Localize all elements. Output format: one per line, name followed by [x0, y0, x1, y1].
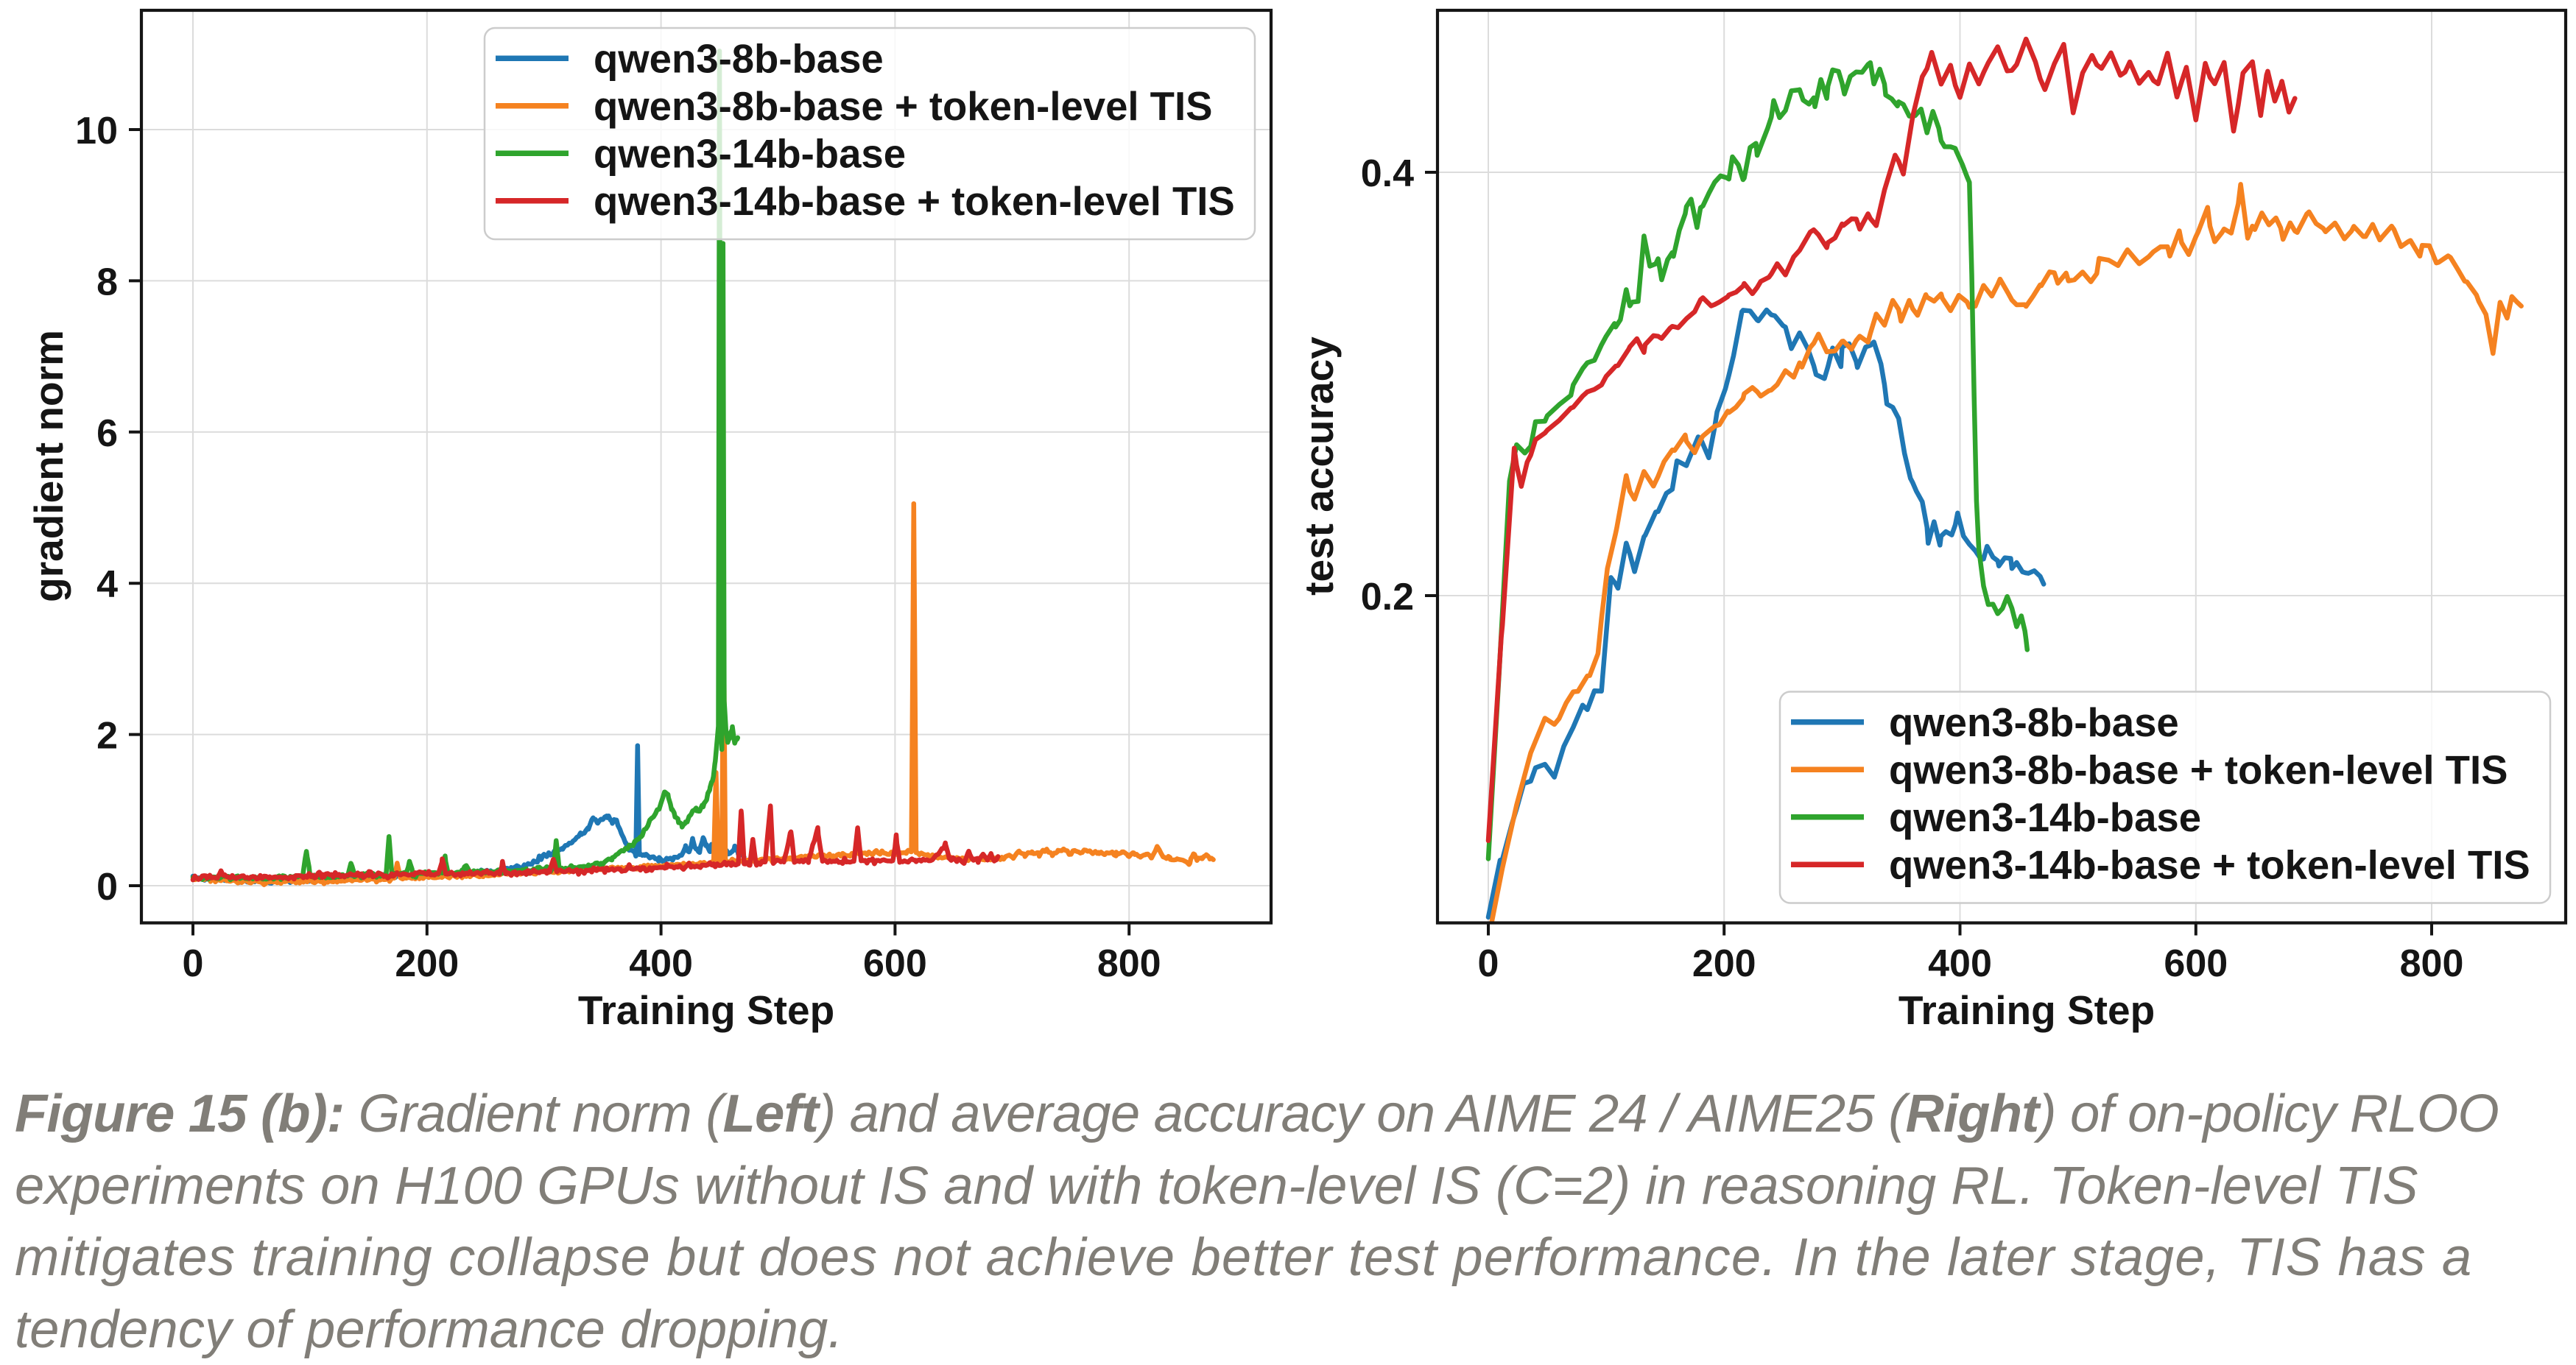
- svg-text:0.4: 0.4: [1361, 152, 1414, 195]
- svg-text:qwen3-14b-base: qwen3-14b-base: [1889, 795, 2201, 840]
- svg-text:8: 8: [96, 261, 118, 303]
- svg-text:gradient norm: gradient norm: [26, 330, 71, 602]
- svg-text:6: 6: [96, 412, 118, 455]
- svg-text:0: 0: [1478, 942, 1499, 985]
- svg-text:qwen3-8b-base + token-level TI: qwen3-8b-base + token-level TIS: [1889, 748, 2508, 793]
- svg-text:Training Step: Training Step: [1898, 987, 2155, 1033]
- svg-text:qwen3-8b-base: qwen3-8b-base: [1889, 700, 2179, 745]
- svg-text:0: 0: [96, 866, 118, 909]
- svg-text:600: 600: [863, 942, 927, 985]
- svg-text:600: 600: [2164, 942, 2228, 985]
- svg-text:10: 10: [75, 110, 118, 152]
- svg-text:test accuracy: test accuracy: [1296, 336, 1342, 596]
- svg-text:qwen3-14b-base: qwen3-14b-base: [594, 132, 906, 177]
- svg-text:2: 2: [96, 715, 118, 758]
- svg-text:400: 400: [1928, 942, 1992, 985]
- svg-text:200: 200: [395, 942, 459, 985]
- svg-text:qwen3-8b-base + token-level TI: qwen3-8b-base + token-level TIS: [594, 84, 1212, 129]
- svg-text:qwen3-14b-base + token-level T: qwen3-14b-base + token-level TIS: [1889, 843, 2530, 888]
- svg-text:0.2: 0.2: [1361, 576, 1414, 618]
- svg-text:200: 200: [1692, 942, 1756, 985]
- svg-text:400: 400: [629, 942, 693, 985]
- svg-text:800: 800: [2400, 942, 2464, 985]
- svg-text:800: 800: [1097, 942, 1161, 985]
- svg-text:4: 4: [96, 563, 118, 606]
- svg-text:0: 0: [183, 942, 204, 985]
- svg-text:qwen3-8b-base: qwen3-8b-base: [594, 37, 884, 82]
- svg-text:Training Step: Training Step: [578, 987, 834, 1033]
- svg-text:qwen3-14b-base + token-level T: qwen3-14b-base + token-level TIS: [594, 179, 1235, 224]
